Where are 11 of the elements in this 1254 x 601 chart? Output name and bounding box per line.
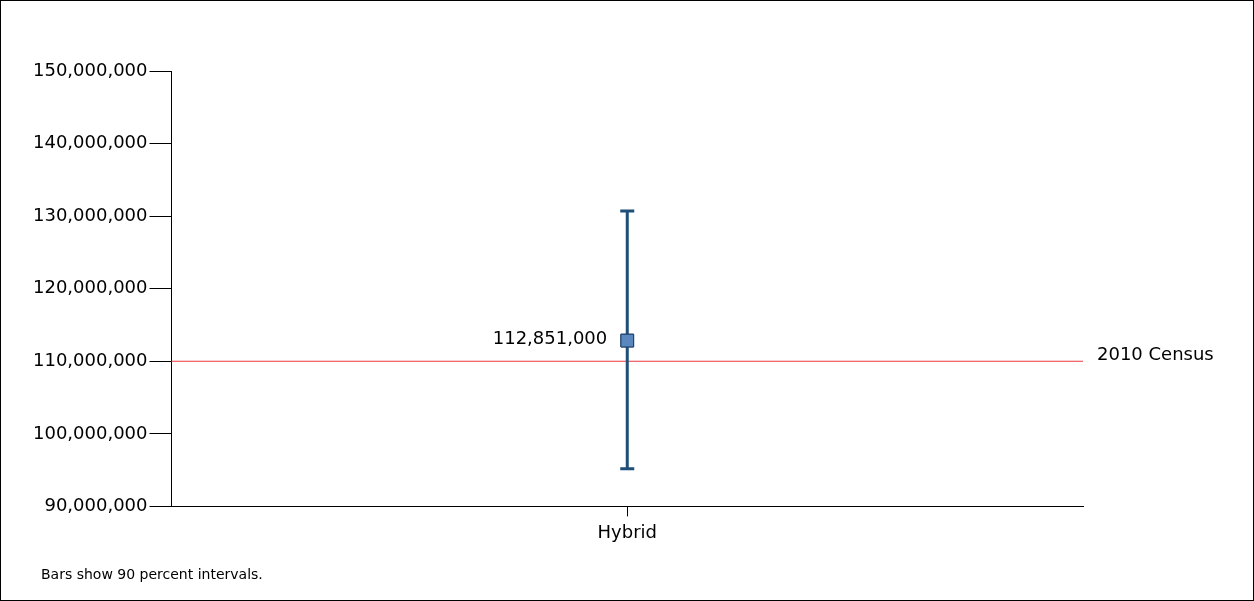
x-tick-label: Hybrid [597,520,657,542]
y-tick-label: 100,000,000 [33,421,148,443]
y-tick-label: 90,000,000 [44,494,148,516]
ref-line-label: 2010 Census [1097,342,1214,364]
y-tick-label: 110,000,000 [33,348,148,370]
y-tick-label: 130,000,000 [33,203,148,225]
y-tick-label: 150,000,000 [33,58,148,80]
text: 112,851,000 [492,327,608,349]
y-tick-label: 140,000,000 [33,131,148,153]
text: Bars show 90 percent intervals. [41,565,263,582]
y-tick-label: 120,000,000 [33,276,148,298]
